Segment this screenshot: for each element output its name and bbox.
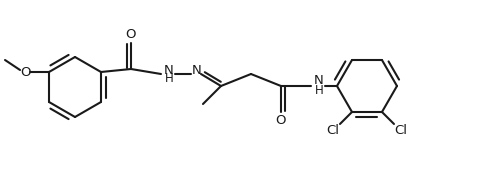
- Text: N: N: [164, 64, 174, 76]
- Text: N: N: [314, 75, 324, 88]
- Text: O: O: [20, 65, 30, 79]
- Text: H: H: [164, 72, 174, 86]
- Text: O: O: [276, 114, 286, 127]
- Text: N: N: [192, 64, 202, 76]
- Text: H: H: [314, 83, 323, 96]
- Text: O: O: [126, 29, 136, 41]
- Text: Cl: Cl: [394, 124, 407, 138]
- Text: Cl: Cl: [326, 124, 340, 138]
